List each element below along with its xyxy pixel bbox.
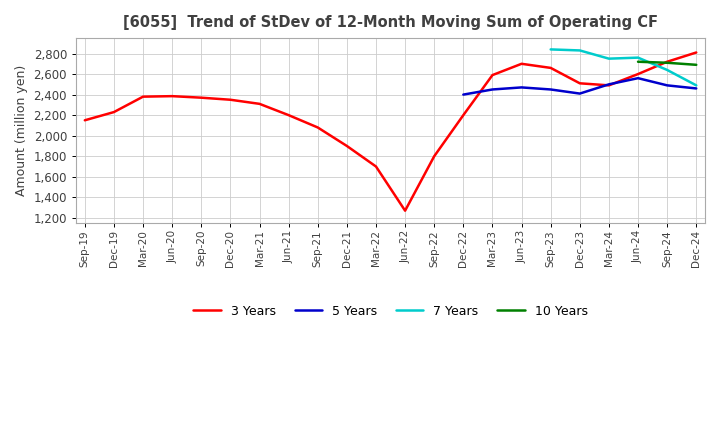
10 Years — [692, 62, 701, 67]
Line: 10 Years: 10 Years — [638, 62, 696, 65]
5 Years — [663, 83, 672, 88]
Line: 5 Years: 5 Years — [464, 78, 696, 95]
3 Years — [81, 117, 89, 123]
7 Years — [546, 47, 555, 52]
3 Years — [575, 81, 584, 86]
5 Years — [692, 86, 701, 91]
3 Years — [692, 50, 701, 55]
3 Years — [517, 61, 526, 66]
Legend: 3 Years, 5 Years, 7 Years, 10 Years: 3 Years, 5 Years, 7 Years, 10 Years — [189, 300, 593, 323]
3 Years — [255, 101, 264, 106]
3 Years — [605, 83, 613, 88]
5 Years — [575, 91, 584, 96]
3 Years — [546, 65, 555, 70]
7 Years — [575, 48, 584, 53]
3 Years — [109, 110, 118, 115]
5 Years — [488, 87, 497, 92]
3 Years — [139, 94, 148, 99]
3 Years — [372, 164, 380, 169]
Line: 7 Years: 7 Years — [551, 49, 696, 85]
10 Years — [663, 60, 672, 66]
3 Years — [430, 154, 438, 159]
3 Years — [488, 73, 497, 78]
7 Years — [692, 83, 701, 88]
5 Years — [459, 92, 468, 97]
3 Years — [634, 71, 642, 77]
10 Years — [634, 59, 642, 64]
3 Years — [663, 59, 672, 64]
Y-axis label: Amount (million yen): Amount (million yen) — [15, 65, 28, 196]
7 Years — [663, 67, 672, 73]
7 Years — [605, 56, 613, 61]
3 Years — [343, 143, 351, 149]
3 Years — [401, 208, 410, 213]
3 Years — [226, 97, 235, 103]
3 Years — [459, 113, 468, 118]
7 Years — [634, 55, 642, 60]
5 Years — [546, 87, 555, 92]
3 Years — [197, 95, 206, 100]
5 Years — [634, 76, 642, 81]
3 Years — [313, 125, 322, 130]
Line: 3 Years: 3 Years — [85, 52, 696, 211]
5 Years — [605, 82, 613, 87]
Title: [6055]  Trend of StDev of 12-Month Moving Sum of Operating CF: [6055] Trend of StDev of 12-Month Moving… — [123, 15, 658, 30]
3 Years — [168, 94, 176, 99]
3 Years — [284, 113, 293, 118]
5 Years — [517, 85, 526, 90]
